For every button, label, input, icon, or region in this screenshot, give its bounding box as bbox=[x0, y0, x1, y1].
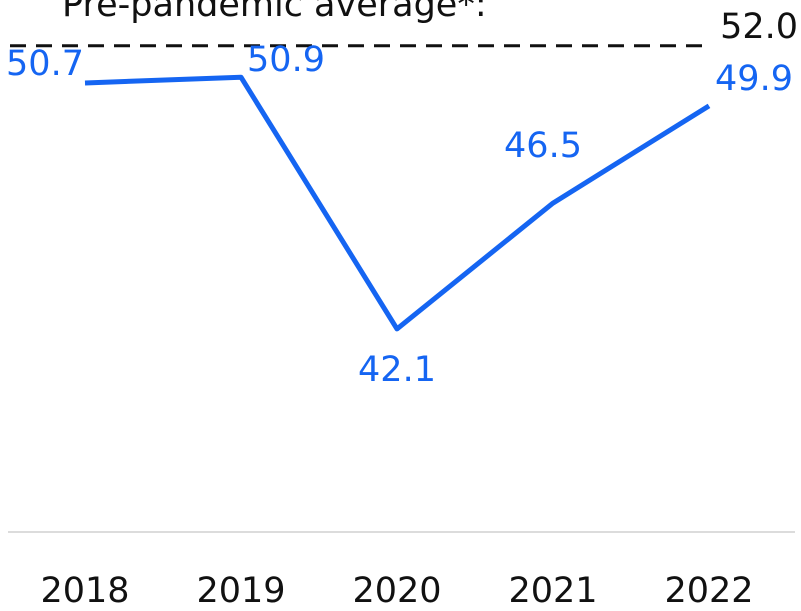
reference-annotation: Pre-pandemic average*: bbox=[62, 0, 487, 25]
data-line bbox=[84, 74, 711, 332]
x-tick-label: 2020 bbox=[352, 571, 441, 611]
data-label: 50.7 bbox=[6, 44, 84, 84]
data-label: 49.9 bbox=[715, 59, 793, 99]
x-tick-label: 2018 bbox=[40, 571, 129, 611]
data-label: 50.9 bbox=[247, 40, 325, 80]
data-label: 42.1 bbox=[358, 350, 436, 390]
x-tick-label: 2022 bbox=[664, 571, 753, 611]
x-tick-label: 2019 bbox=[196, 571, 285, 611]
x-tick-label: 2021 bbox=[508, 571, 597, 611]
reference-label: 52.0 bbox=[720, 7, 798, 47]
data-label: 46.5 bbox=[504, 126, 582, 166]
